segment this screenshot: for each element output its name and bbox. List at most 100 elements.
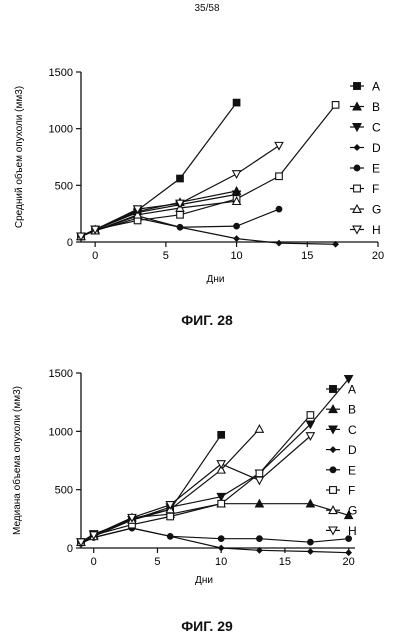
legend-marker (328, 425, 338, 435)
series-G (76, 423, 265, 547)
legend-label: B (348, 403, 356, 417)
series-line-C (80, 193, 237, 237)
data-point-F (331, 101, 340, 109)
data-point-H (165, 500, 176, 510)
legend-label: E (348, 463, 356, 477)
figure-28-caption: ФИГ. 28 (181, 312, 233, 328)
data-point-B (254, 498, 265, 508)
legend-marker (352, 225, 362, 235)
data-point-D (256, 546, 263, 554)
data-point-D (275, 239, 283, 247)
legend-item-C: C (326, 423, 357, 437)
x-tick-label: 15 (279, 556, 291, 568)
data-point-C (343, 374, 354, 384)
legend-item-E: E (350, 162, 380, 176)
legend-label: E (372, 162, 380, 176)
series-line-A (80, 102, 238, 237)
legend-label: F (372, 182, 379, 196)
data-point-H (76, 232, 86, 242)
legend-item-H: H (326, 524, 357, 538)
legend-label: H (372, 223, 381, 237)
series-H (76, 141, 284, 242)
series-A (77, 98, 241, 241)
legend-label: C (348, 423, 357, 437)
legend-marker (329, 486, 337, 494)
legend-label: A (372, 80, 380, 94)
legend-marker (353, 164, 361, 172)
data-point-B (343, 510, 354, 520)
page-number: 35/58 (194, 3, 220, 14)
x-axis-label: Дни (195, 575, 213, 586)
legend-label: C (372, 121, 381, 135)
series-line-G (80, 428, 260, 543)
legend-label: D (348, 443, 357, 457)
data-point-F (255, 469, 264, 478)
y-axis-label: Средний объем опухоли (мм3) (13, 86, 25, 228)
y-tick-label: 500 (55, 180, 73, 192)
series-line-C (80, 378, 350, 543)
legend-marker (352, 101, 362, 111)
legend-item-E: E (326, 463, 356, 477)
data-point-E (307, 538, 314, 546)
legend-item-A: A (350, 80, 380, 94)
series-C (76, 190, 242, 242)
data-point-E (176, 223, 184, 231)
series-H (76, 432, 316, 548)
data-point-E (233, 222, 240, 230)
legend-item-G: G (350, 203, 381, 217)
x-tick-label: 10 (230, 250, 242, 262)
legend-marker (353, 82, 361, 90)
chart-fig28: 0 500 1000 1500 0 5 10 15 20 Дни Средний объем опу… (13, 67, 384, 285)
legend-marker (352, 123, 362, 133)
y-tick-label: 1500 (49, 67, 73, 79)
series-A (77, 430, 226, 547)
data-point-H (76, 538, 86, 548)
data-point-D (332, 240, 339, 248)
series-line-F (80, 414, 311, 543)
series-line-F (80, 104, 337, 237)
series-C (76, 374, 354, 548)
data-point-G (254, 423, 265, 433)
legend-item-G: G (326, 504, 357, 518)
data-point-D (345, 549, 353, 557)
legend-item-A: A (326, 383, 356, 397)
data-point-H (274, 141, 284, 151)
series-line-H (80, 145, 280, 237)
legend-item-F: F (350, 182, 379, 196)
x-tick-label: 0 (92, 250, 98, 262)
data-point-H (305, 432, 316, 442)
y-tick-label: 1000 (49, 124, 73, 136)
data-point-D (306, 548, 314, 555)
data-point-F (176, 210, 184, 219)
y-tick-label: 0 (67, 543, 73, 555)
legend-item-B: B (326, 403, 356, 417)
x-tick-label: 20 (372, 250, 384, 262)
x-axis-label: Дни (207, 274, 225, 285)
y-tick-label: 1500 (49, 368, 73, 380)
data-point-A (176, 174, 184, 183)
data-point-G (231, 196, 242, 206)
data-point-A (232, 98, 241, 107)
series-line-E (80, 527, 349, 544)
data-point-E (275, 205, 283, 213)
data-point-E (217, 535, 225, 543)
legend-marker (352, 203, 362, 213)
legend-marker (328, 526, 338, 536)
legend-label: F (348, 484, 355, 498)
legend-marker (328, 404, 338, 414)
data-point-B (305, 498, 316, 508)
legend-item-B: B (350, 100, 380, 114)
data-point-E (256, 535, 263, 543)
x-tick-label: 0 (91, 556, 97, 568)
data-point-F (166, 512, 175, 521)
legend-marker (328, 505, 338, 515)
legend-item-D: D (350, 141, 381, 155)
data-point-H (216, 460, 227, 470)
legend-label: A (348, 383, 356, 397)
legend-marker (329, 446, 337, 454)
legend-label: G (348, 504, 357, 518)
x-tick-label: 5 (163, 250, 169, 262)
x-tick-label: 10 (215, 556, 227, 568)
data-point-G (132, 209, 143, 219)
